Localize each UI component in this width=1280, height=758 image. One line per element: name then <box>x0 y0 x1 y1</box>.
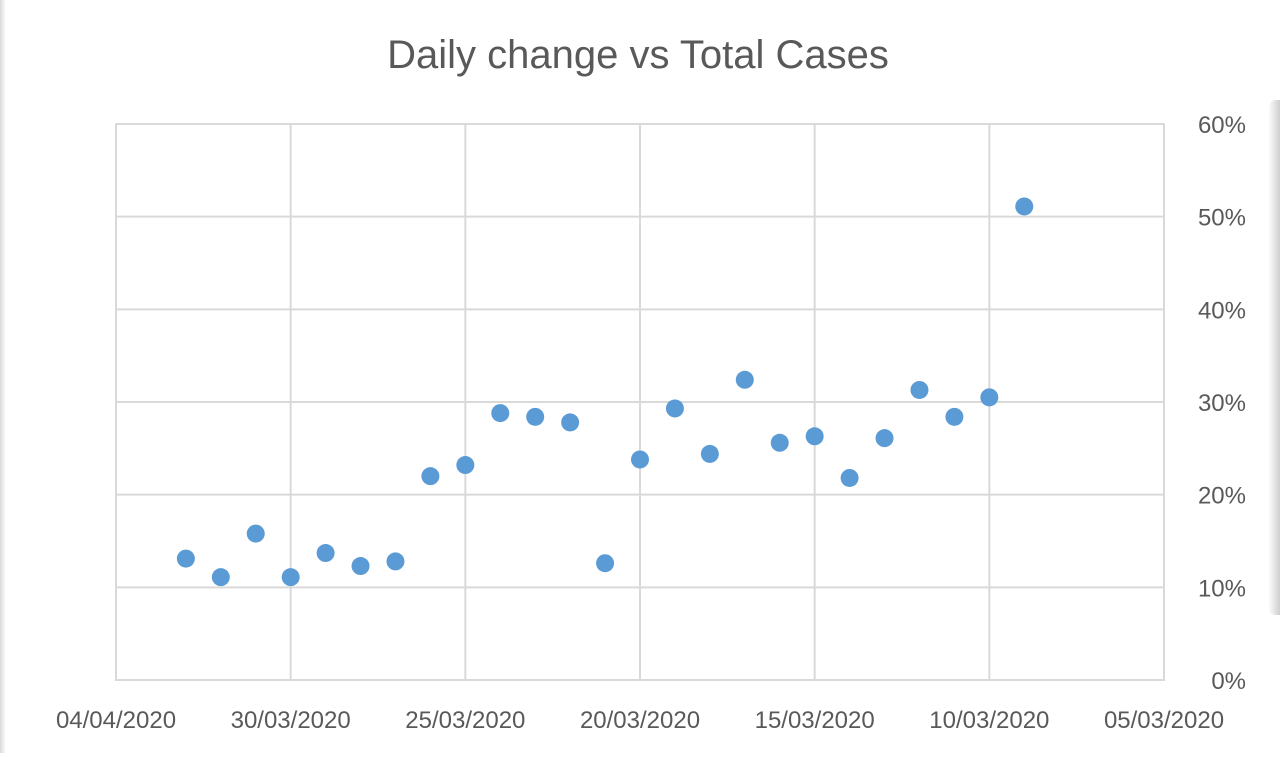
y-tick-label: 0% <box>1211 668 1246 695</box>
y-tick-label: 60% <box>1198 112 1246 139</box>
x-tick-label: 05/03/2020 <box>1104 707 1224 734</box>
y-tick-label: 20% <box>1198 483 1246 510</box>
chart-left-border <box>0 0 6 753</box>
data-point <box>421 467 440 486</box>
y-tick-label: 10% <box>1198 575 1246 602</box>
y-tick-label: 50% <box>1198 205 1246 232</box>
data-point <box>700 444 719 463</box>
y-tick-label: 40% <box>1198 297 1246 324</box>
data-point <box>526 407 545 426</box>
data-point <box>875 429 894 448</box>
data-point <box>1015 197 1034 216</box>
x-tick-label: 04/04/2020 <box>56 707 176 734</box>
data-point <box>631 450 649 469</box>
data-points <box>176 197 1034 587</box>
data-point <box>491 404 510 423</box>
data-point <box>281 568 300 587</box>
y-tick-label: 30% <box>1198 390 1246 417</box>
data-point <box>805 427 824 446</box>
data-point <box>316 544 335 563</box>
data-point <box>176 549 195 568</box>
data-point <box>211 568 230 587</box>
x-tick-label: 30/03/2020 <box>231 707 351 734</box>
y-axis-ticks: 0% 10% 20% 30% 40% 50% 60% <box>1198 112 1246 695</box>
data-point <box>980 388 999 407</box>
x-tick-label: 25/03/2020 <box>405 707 525 734</box>
data-point <box>945 407 964 426</box>
grid-lines <box>115 123 1165 681</box>
data-point <box>665 399 684 418</box>
plot-area <box>115 123 1165 681</box>
data-point <box>770 433 789 452</box>
x-tick-label: 15/03/2020 <box>755 707 875 734</box>
data-point <box>561 413 580 432</box>
x-tick-label: 20/03/2020 <box>580 707 700 734</box>
data-point <box>840 468 859 487</box>
data-point <box>386 552 405 571</box>
chart-title: Daily change vs Total Cases <box>387 33 889 77</box>
data-point <box>456 456 475 475</box>
data-point <box>910 380 929 399</box>
x-axis-ticks: 04/04/2020 30/03/2020 25/03/2020 20/03/2020… <box>56 707 1224 734</box>
scroll-edge <box>1268 100 1280 615</box>
x-tick-label: 10/03/2020 <box>929 707 1049 734</box>
data-point <box>246 524 265 543</box>
data-point <box>596 554 615 573</box>
data-point <box>735 370 754 389</box>
data-point <box>351 557 370 576</box>
